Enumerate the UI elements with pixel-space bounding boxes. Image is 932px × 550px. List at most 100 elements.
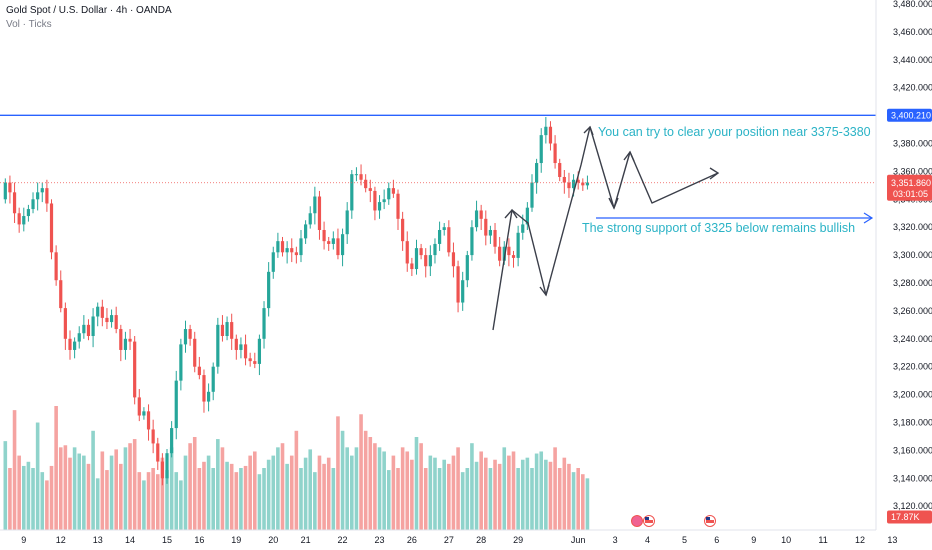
price-tick-label: 3,320.000	[893, 222, 932, 232]
candle	[290, 238, 294, 263]
volume-bar	[266, 459, 271, 530]
volume-bar	[31, 468, 35, 530]
price-tick-label: 3,200.000	[893, 390, 932, 400]
level-price-badge: 3,400.210	[887, 108, 932, 122]
candle	[170, 421, 174, 458]
volume-bar	[137, 472, 142, 530]
candle	[271, 246, 275, 279]
volume-bar	[3, 441, 8, 530]
date-tick-label: 12	[855, 535, 865, 545]
volume-bar	[336, 416, 340, 530]
volume-bar	[511, 451, 516, 530]
resistance-note: You can try to clear your position near …	[598, 125, 871, 139]
volume-value-badge: 17.87K	[887, 510, 932, 524]
arrow-head	[504, 208, 518, 219]
volume-bar	[544, 459, 548, 530]
candle	[137, 389, 141, 422]
volume-bar	[456, 447, 460, 530]
volume-bar	[100, 451, 105, 530]
candle	[123, 331, 128, 360]
price-tick-label: 3,420.000	[893, 83, 932, 93]
volume-bar	[183, 455, 188, 530]
candle	[63, 302, 67, 350]
candle	[340, 228, 345, 267]
volume-bar	[276, 447, 280, 530]
candle	[544, 116, 548, 144]
svg-text:17.87K: 17.87K	[891, 512, 920, 522]
candle	[243, 334, 248, 366]
candle	[160, 453, 164, 486]
volume-bar	[192, 437, 197, 530]
arrow-head	[583, 125, 594, 136]
volume-bar	[72, 447, 77, 530]
candle	[105, 308, 109, 330]
volume-bar	[567, 463, 571, 530]
volume-bar	[45, 480, 49, 530]
date-tick-label: 28	[476, 535, 486, 545]
volume-label[interactable]: Vol · Ticks	[6, 19, 52, 30]
volume-bar	[363, 430, 368, 530]
volume-bar	[26, 461, 31, 530]
price-tick-label: 3,280.000	[893, 278, 932, 288]
symbol-title[interactable]: Gold Spot / U.S. Dollar · 4h · OANDA	[6, 5, 172, 16]
candle	[498, 236, 502, 267]
date-tick-label: 5	[682, 535, 687, 545]
date-tick-label: 13	[887, 535, 897, 545]
candle	[530, 174, 534, 212]
volume-bar	[317, 455, 322, 530]
candle	[479, 204, 483, 230]
candle	[525, 202, 529, 230]
volume-bar	[391, 455, 396, 530]
candle	[387, 182, 391, 205]
volume-bar	[280, 443, 285, 530]
flag-event-icon[interactable]	[643, 515, 655, 527]
candle	[373, 186, 377, 221]
volume-bar	[202, 461, 206, 530]
volume-bar	[21, 465, 26, 530]
volume-bar	[294, 430, 299, 530]
candle	[248, 352, 252, 367]
candle	[562, 170, 566, 194]
volume-bar	[271, 455, 276, 530]
candle	[359, 164, 363, 186]
candle	[424, 248, 428, 278]
candle	[322, 221, 326, 250]
volume-bar	[151, 468, 155, 530]
candle	[234, 334, 238, 360]
candle	[368, 179, 372, 203]
volume-layer	[3, 406, 590, 530]
candle	[26, 204, 31, 222]
volume-bar	[377, 447, 382, 530]
candle	[308, 206, 312, 229]
price-tick-label: 3,140.000	[893, 473, 932, 483]
candle	[364, 174, 368, 193]
volume-bar	[516, 468, 520, 530]
flag-event-icon[interactable]	[704, 515, 716, 527]
candle	[73, 337, 77, 359]
candle	[548, 121, 553, 151]
candle	[100, 299, 104, 327]
volume-bar	[77, 453, 82, 530]
candle	[581, 178, 585, 191]
date-tick-label: Jun	[571, 535, 586, 545]
candle	[193, 331, 197, 373]
candle	[119, 324, 123, 362]
arrow-head	[539, 284, 550, 297]
candle	[558, 158, 562, 182]
candle	[405, 231, 409, 272]
volume-bar	[553, 447, 557, 530]
volume-bar	[123, 447, 128, 530]
candle	[317, 190, 322, 240]
candle	[493, 223, 497, 254]
volume-bar	[58, 447, 63, 530]
candle-layer	[3, 116, 590, 486]
projection-path[interactable]	[492, 126, 719, 331]
lightning-event-icon[interactable]	[631, 515, 643, 527]
candle	[484, 210, 488, 246]
date-tick-label: 29	[513, 535, 523, 545]
price-tick-label: 3,300.000	[893, 250, 932, 260]
countdown-label: 03:01:05	[893, 189, 928, 199]
